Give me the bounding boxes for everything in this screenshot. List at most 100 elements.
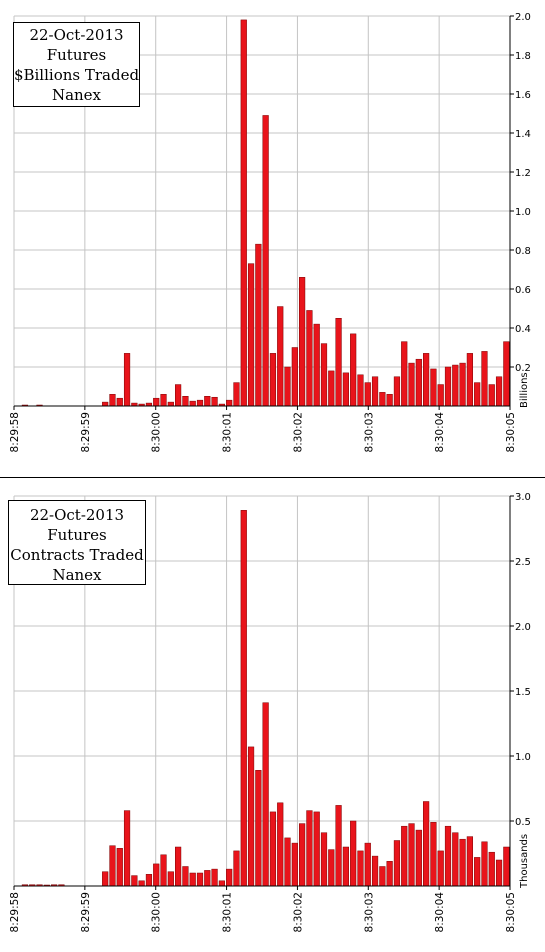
bar: [408, 823, 415, 887]
bar: [474, 857, 481, 887]
bar: [247, 746, 255, 887]
title-line: Futures: [47, 46, 107, 64]
bar: [371, 376, 379, 407]
bar: [182, 396, 189, 407]
bar: [313, 811, 320, 887]
bar: [284, 366, 291, 407]
bar: [495, 376, 503, 407]
bar: [218, 880, 225, 887]
x-tick-label: 8:30:02: [292, 892, 304, 932]
title-line: 22-Oct-2013: [29, 26, 123, 44]
bar: [233, 382, 240, 407]
x-tick-label: 8:30:03: [363, 412, 375, 452]
bar: [401, 825, 408, 887]
bar: [131, 875, 138, 887]
bar: [233, 850, 240, 887]
bar: [459, 362, 466, 407]
x-tick-label: 8:29:58: [9, 892, 21, 932]
bar: [299, 277, 306, 407]
x-tick-label: 8:30:02: [292, 412, 304, 452]
bar: [459, 838, 466, 887]
bar: [306, 310, 313, 407]
bar: [299, 823, 306, 887]
bar: [116, 397, 123, 407]
y-tick-label: 1.5: [515, 687, 531, 698]
billions-traded-chart: 0.2 0.4 0.6 0.8 1.0 1.2 1.4 1.6 1.8 2.0 8:29:58 8:2…: [9, 12, 531, 452]
title-box: [13, 22, 140, 107]
y-unit-label: Thousands: [519, 834, 530, 889]
bar: [196, 872, 204, 887]
bar: [415, 829, 422, 887]
title-line: Nanex: [52, 86, 102, 104]
bar: [430, 822, 437, 887]
bar: [255, 243, 262, 407]
bar: [306, 810, 313, 887]
bar: [474, 382, 481, 407]
y-tick-label: 1.0: [515, 752, 531, 763]
bar: [466, 353, 473, 407]
y-tick-label: 2.5: [515, 557, 531, 568]
bar: [167, 401, 174, 407]
y-tick-label: 1.2: [515, 168, 531, 179]
x-tick-label: 8:30:04: [434, 892, 446, 933]
bar: [379, 392, 386, 407]
bar: [116, 848, 123, 887]
bar: [437, 850, 444, 887]
x-tick-label: 8:30:05: [505, 412, 517, 452]
bar: [364, 382, 371, 407]
bar: [226, 868, 233, 887]
y-tick-label: 0.4: [515, 324, 531, 335]
y-tick-label: 1.6: [515, 90, 531, 101]
bar: [153, 397, 160, 407]
bar: [452, 832, 459, 887]
bar: [452, 364, 459, 407]
bar: [357, 850, 364, 887]
bar: [423, 801, 430, 887]
bar: [313, 323, 320, 407]
bar: [109, 394, 116, 407]
bar: [408, 362, 415, 407]
bar: [138, 880, 145, 887]
bar: [379, 866, 386, 887]
y-tick-label: 0.6: [515, 285, 531, 296]
bar: [167, 871, 174, 887]
bar: [291, 842, 298, 887]
y-unit-label: Billions: [519, 372, 530, 408]
bar: [335, 318, 342, 407]
bar: [277, 802, 284, 887]
bar: [328, 370, 335, 407]
y-tick-label: 2.0: [515, 12, 531, 23]
x-tick-label: 8:30:01: [222, 412, 234, 452]
y-tick-label: 1.0: [515, 207, 531, 218]
x-tick-label: 8:29:59: [80, 412, 92, 452]
x-tick-label: 8:30:05: [505, 892, 517, 932]
bar: [371, 855, 379, 887]
bar: [335, 805, 342, 887]
bar: [357, 374, 364, 407]
bar: [175, 384, 182, 407]
bar: [393, 376, 401, 407]
bar: [503, 846, 510, 887]
bar: [481, 841, 488, 887]
bar: [393, 840, 401, 887]
bar: [320, 343, 328, 407]
bar: [262, 115, 269, 407]
x-tick-label: 8:30:00: [151, 892, 163, 932]
bar: [226, 399, 233, 407]
x-tick-label: 8:30:01: [222, 892, 234, 932]
bar: [430, 368, 437, 407]
bar: [102, 871, 109, 887]
bar: [123, 353, 131, 407]
bar: [123, 810, 131, 887]
bar: [269, 353, 277, 407]
bar: [160, 394, 167, 407]
y-tick-label: 1.4: [515, 129, 531, 140]
bar: [291, 347, 298, 407]
x-tick-label: 8:30:00: [151, 412, 163, 452]
bar: [488, 851, 495, 887]
bar: [247, 263, 255, 407]
bar: [350, 333, 357, 407]
bar: [503, 341, 510, 407]
bar: [145, 874, 153, 887]
panel-separator: [0, 477, 545, 478]
